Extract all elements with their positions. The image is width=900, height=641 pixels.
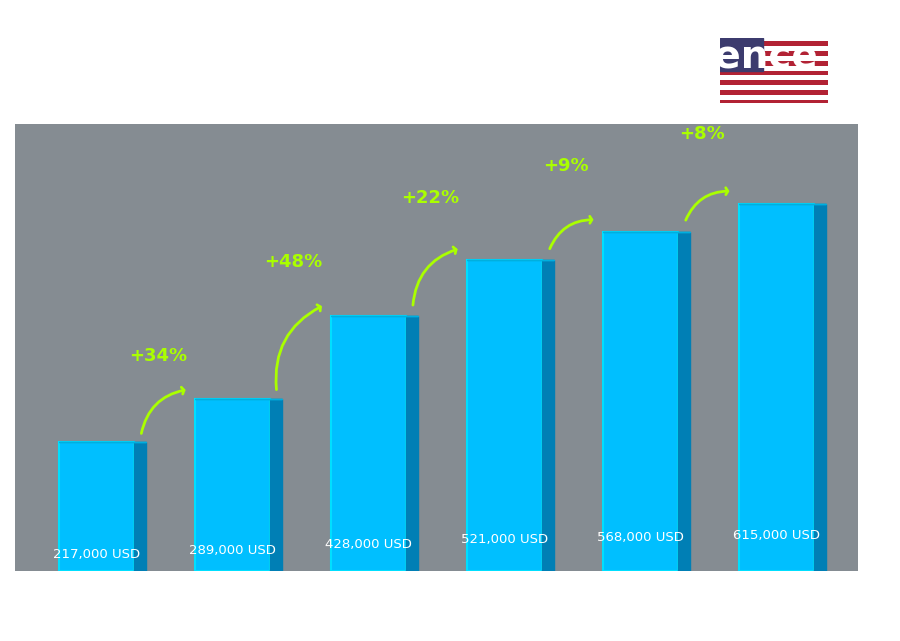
Text: +8%: +8% bbox=[679, 126, 725, 144]
Text: Surgeon - Plastic Reconstructive: Surgeon - Plastic Reconstructive bbox=[248, 90, 652, 113]
Bar bbox=[720, 41, 828, 46]
Text: 615,000 USD: 615,000 USD bbox=[733, 529, 820, 542]
Bar bbox=[720, 100, 828, 105]
Bar bbox=[603, 233, 678, 571]
Text: 217,000 USD: 217,000 USD bbox=[53, 548, 140, 561]
Bar bbox=[467, 260, 542, 571]
Text: 568,000 USD: 568,000 USD bbox=[597, 531, 684, 544]
Bar bbox=[720, 85, 828, 90]
Polygon shape bbox=[720, 38, 763, 71]
Bar bbox=[720, 61, 828, 65]
Polygon shape bbox=[406, 316, 419, 571]
Bar bbox=[720, 56, 828, 61]
Text: Salary Comparison By Experience: Salary Comparison By Experience bbox=[83, 38, 817, 76]
Text: +48%: +48% bbox=[265, 253, 323, 271]
Text: Average Yearly Salary: Average Yearly Salary bbox=[860, 253, 873, 388]
Bar bbox=[739, 204, 814, 571]
Text: 521,000 USD: 521,000 USD bbox=[461, 533, 548, 546]
Bar bbox=[720, 51, 828, 56]
Bar bbox=[59, 442, 134, 571]
Text: +22%: +22% bbox=[400, 189, 459, 208]
Polygon shape bbox=[814, 204, 826, 571]
Polygon shape bbox=[678, 233, 690, 571]
Bar bbox=[195, 399, 270, 571]
Text: +34%: +34% bbox=[129, 347, 187, 365]
Polygon shape bbox=[134, 442, 146, 571]
Bar bbox=[720, 65, 828, 71]
Text: 289,000 USD: 289,000 USD bbox=[189, 544, 276, 557]
Bar bbox=[720, 71, 828, 76]
Bar bbox=[720, 95, 828, 100]
Bar bbox=[720, 76, 828, 80]
Text: salaryexplorer.com: salaryexplorer.com bbox=[377, 613, 523, 628]
Bar bbox=[720, 46, 828, 51]
Polygon shape bbox=[542, 260, 554, 571]
Polygon shape bbox=[270, 399, 283, 571]
Bar bbox=[331, 316, 406, 571]
Text: 428,000 USD: 428,000 USD bbox=[325, 538, 412, 551]
Bar bbox=[720, 80, 828, 85]
Text: +9%: +9% bbox=[543, 158, 589, 176]
Bar bbox=[720, 90, 828, 95]
